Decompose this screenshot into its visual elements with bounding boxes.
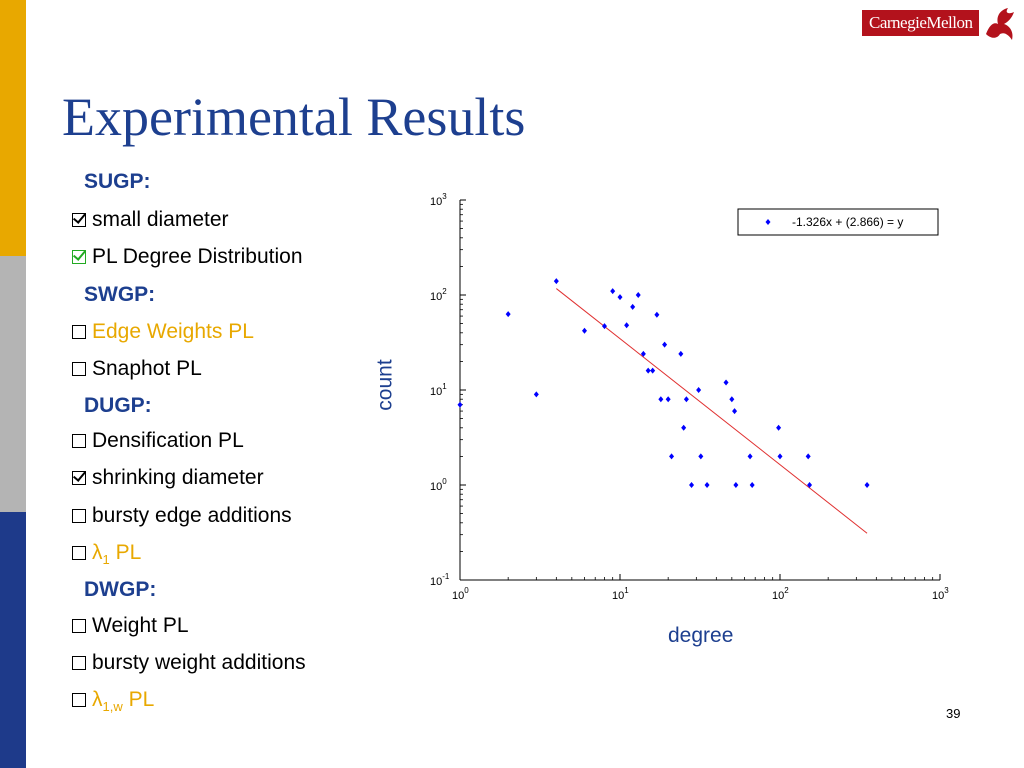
unchecked-box-icon — [72, 509, 86, 523]
unchecked-box-icon — [72, 434, 86, 448]
list-item: small diameter — [72, 206, 229, 234]
data-point — [698, 453, 704, 460]
accent-stripe-navy — [0, 512, 26, 768]
item-text: PL Degree Distribution — [92, 245, 303, 268]
checked-box-icon — [72, 250, 86, 264]
item-text: Snaphot PL — [92, 357, 202, 380]
x-tick-label: 100 — [452, 586, 469, 602]
y-tick-label: 102 — [430, 287, 447, 303]
data-point — [654, 311, 660, 318]
accent-stripe-gold — [0, 0, 26, 256]
griffin-icon — [986, 8, 1014, 40]
x-axis-label: degree — [668, 624, 734, 647]
data-point — [807, 482, 813, 488]
unchecked-box-icon — [72, 325, 86, 339]
data-point — [683, 396, 689, 403]
data-point — [662, 341, 668, 348]
data-point — [640, 350, 646, 357]
data-point — [747, 453, 753, 460]
data-point — [805, 453, 811, 460]
y-tick-label: 101 — [430, 382, 447, 398]
item-text: Weight PL — [92, 614, 189, 637]
x-tick-label: 102 — [772, 586, 789, 602]
data-point — [681, 424, 687, 431]
item-text: bursty edge additions — [92, 504, 292, 527]
data-point — [696, 387, 702, 393]
data-point — [729, 396, 735, 403]
data-point — [457, 401, 463, 408]
y-tick-label: 10-1 — [430, 572, 450, 588]
legend-box — [737, 208, 939, 236]
x-tick-label: 103 — [932, 586, 949, 602]
dwgp-heading: DWGP: — [84, 578, 157, 601]
unchecked-box-icon — [72, 546, 86, 560]
item-text: shrinking diameter — [92, 466, 264, 489]
item-text: λ1 PL — [92, 541, 142, 568]
accent-stripe-gray — [0, 256, 26, 512]
unchecked-box-icon — [72, 693, 86, 707]
item-text: λ1,w PL — [92, 688, 155, 715]
data-point — [635, 292, 641, 298]
data-point — [553, 278, 559, 285]
item-text: small diameter — [92, 208, 229, 231]
item-text: Densification PL — [92, 429, 244, 452]
data-point — [505, 311, 511, 318]
data-point — [669, 453, 675, 460]
data-point — [732, 408, 738, 415]
list-item: bursty edge additions — [72, 502, 292, 530]
data-point — [630, 303, 636, 310]
data-point — [645, 367, 651, 374]
list-item: λ1 PL — [72, 539, 141, 567]
list-item: bursty weight additions — [72, 649, 306, 677]
data-point — [533, 391, 539, 398]
data-point — [601, 323, 607, 330]
data-point — [864, 482, 870, 488]
unchecked-box-icon — [72, 362, 86, 376]
checked-box-icon — [72, 213, 86, 227]
page-number: 39 — [946, 706, 961, 721]
y-tick-label: 100 — [430, 477, 447, 493]
sugp-heading: SUGP: — [84, 170, 151, 193]
data-point — [650, 367, 656, 374]
legend-marker — [765, 219, 771, 225]
y-axis-label: count — [373, 359, 397, 411]
swgp-heading: SWGP: — [84, 283, 156, 306]
data-point — [582, 327, 588, 334]
y-axis-label-wrap: count — [374, 345, 420, 425]
data-point — [776, 424, 782, 431]
data-point — [617, 294, 623, 301]
item-text: Edge Weights PL — [92, 320, 254, 343]
unchecked-box-icon — [72, 656, 86, 670]
data-point — [665, 396, 671, 403]
page-title: Experimental Results — [62, 87, 526, 147]
data-point — [610, 288, 616, 295]
university-logo: CarnegieMellon — [862, 10, 980, 36]
list-item: PL Degree Distribution — [72, 243, 303, 271]
item-text: bursty weight additions — [92, 651, 306, 674]
data-point — [704, 482, 710, 488]
data-point — [689, 482, 695, 488]
list-item: Snaphot PL — [72, 355, 202, 383]
y-tick-label: 103 — [430, 192, 447, 208]
list-item: shrinking diameter — [72, 464, 264, 492]
data-point — [777, 453, 783, 460]
dugp-heading: DUGP: — [84, 394, 152, 417]
data-point — [733, 482, 739, 488]
data-point — [624, 322, 630, 329]
list-item: Densification PL — [72, 427, 244, 455]
list-item: Edge Weights PL — [72, 318, 254, 346]
list-item: λ1,w PL — [72, 686, 154, 714]
legend-label: -1.326x + (2.866) = y — [792, 215, 903, 229]
data-point — [658, 396, 664, 403]
data-point — [678, 350, 684, 357]
fit-line — [556, 288, 868, 534]
list-item: Weight PL — [72, 612, 189, 640]
data-point — [723, 379, 729, 386]
checked-box-icon — [72, 471, 86, 485]
x-tick-label: 101 — [612, 586, 629, 602]
unchecked-box-icon — [72, 619, 86, 633]
data-point — [749, 482, 755, 488]
